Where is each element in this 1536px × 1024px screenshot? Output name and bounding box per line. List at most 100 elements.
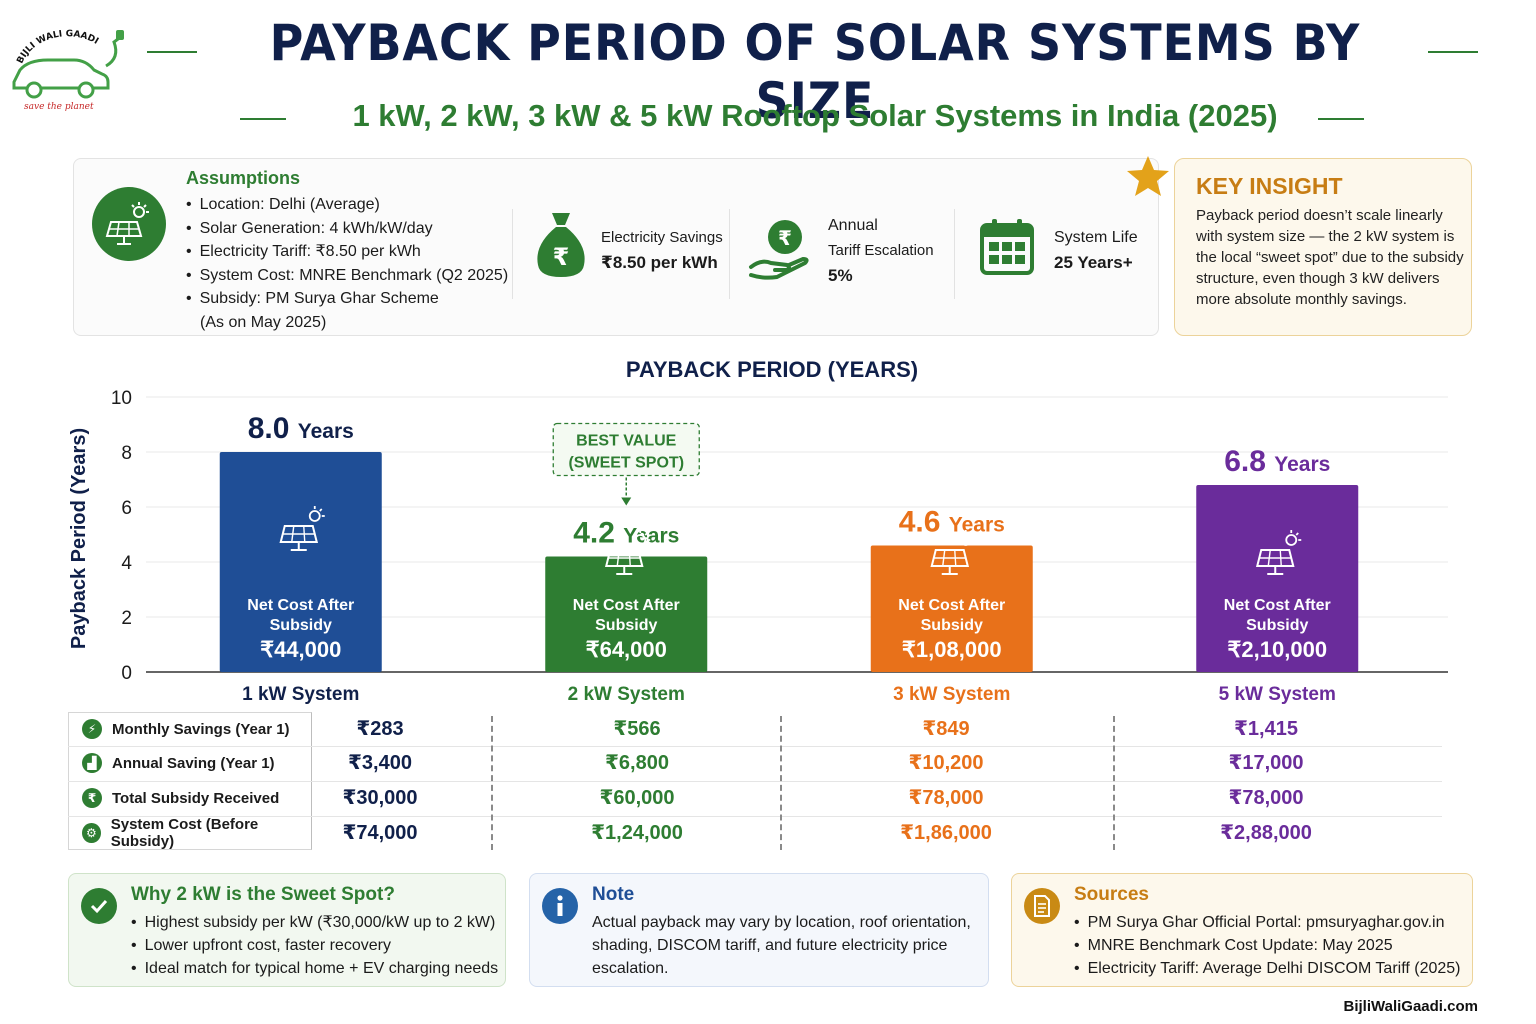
table-cell: ₹1,24,000: [591, 822, 683, 844]
assumptions-title: Assumptions: [186, 168, 301, 188]
stat-label-line2: Tariff Escalation: [828, 242, 934, 259]
website-link[interactable]: BijliWaliGaadi.com: [1343, 998, 1478, 1015]
row-label-text: Total Subsidy Received: [112, 789, 280, 807]
table-cell: ₹6,800: [605, 752, 669, 774]
key-insight-title: KEY INSIGHT: [1196, 173, 1343, 199]
column-divider: [491, 716, 493, 850]
table-cell: ₹30,000: [342, 787, 418, 809]
page-title: PAYBACK PERIOD OF SOLAR SYSTEMS BY SIZE: [269, 14, 1361, 130]
table-cell: ₹78,000: [1228, 787, 1304, 809]
table-cell: ₹566: [613, 718, 661, 740]
table-cell: ₹78,000: [908, 787, 984, 809]
stat-label-line1: Annual: [828, 217, 878, 234]
svg-text:₹: ₹: [553, 243, 570, 271]
table-cell: ₹74,000: [342, 822, 418, 844]
divider: [954, 209, 955, 299]
assumption-item: Location: Delhi (Average): [186, 193, 508, 217]
note-panel: Note Actual payback may vary by location…: [529, 873, 989, 987]
bar-inner-label: Net Cost After: [898, 597, 1005, 614]
info-icon: [542, 888, 578, 924]
net-cost-label: ₹44,000: [260, 637, 341, 662]
callout-text: BEST VALUE: [576, 433, 676, 450]
star-icon: [1127, 156, 1169, 196]
solar-panel-icon: [279, 506, 325, 551]
stat-tariff-escalation: Annual Tariff Escalation 5%: [828, 213, 934, 289]
data-label: 8.0 Years: [248, 412, 354, 445]
solar-panel-icon: [604, 530, 651, 575]
row-divider: [68, 781, 1442, 782]
net-cost-label: ₹64,000: [586, 637, 667, 662]
title-rule-right: [1428, 51, 1478, 53]
bar-inner-label: Subsidy: [921, 617, 983, 634]
table-cell: ₹2,88,000: [1220, 822, 1312, 844]
subtitle-rule-left: [240, 118, 286, 120]
y-tick-label: 8: [121, 443, 132, 464]
x-tick-label: 5 kW System: [1219, 684, 1336, 705]
data-label: 6.8 Years: [1224, 445, 1330, 478]
gear-icon: ⚙: [82, 823, 101, 843]
sweet-spot-title: Why 2 kW is the Sweet Spot?: [131, 884, 395, 905]
table-row-label: ▟ Annual Saving (Year 1): [68, 746, 312, 780]
money-bag-icon: ₹: [537, 213, 585, 277]
assumption-item-continuation: (As on May 2025): [200, 313, 327, 331]
check-icon: [81, 888, 117, 924]
assumptions-list: Location: Delhi (Average) Solar Generati…: [186, 193, 509, 334]
bar-growth-icon: ▟: [82, 753, 102, 773]
bar: [1196, 485, 1359, 672]
note-text: Actual payback may vary by location, roo…: [592, 914, 971, 977]
table-cell: ₹60,000: [599, 787, 675, 809]
divider: [729, 209, 730, 299]
rupee-hand-icon: ₹: [749, 220, 809, 280]
x-tick-label: 2 kW System: [568, 684, 685, 705]
callout-arrowhead: [621, 497, 632, 506]
solar-panel-icon: [92, 187, 166, 261]
bar-inner-label: Net Cost After: [573, 597, 680, 614]
y-tick-label: 2: [121, 608, 132, 629]
key-insight-panel: KEY INSIGHT Payback period doesn’t scale…: [1174, 158, 1472, 336]
bar: [219, 452, 382, 672]
stat-value: 5%: [828, 266, 853, 285]
svg-text:₹: ₹: [778, 226, 792, 250]
divider: [512, 209, 513, 299]
bar-inner-label: Subsidy: [270, 617, 332, 634]
best-value-callout: [552, 422, 700, 477]
bar: [545, 556, 708, 672]
sweet-spot-item: Ideal match for typical home + EV chargi…: [131, 957, 499, 980]
net-cost-label: ₹2,10,000: [1227, 637, 1327, 662]
y-axis-label: Payback Period (Years): [68, 428, 90, 649]
assumption-item: Solar Generation: 4 kWh/kW/day: [186, 217, 508, 241]
callout-text: (SWEET SPOT): [568, 455, 684, 472]
table-cell: ₹283: [356, 718, 404, 740]
bar-inner-label: Net Cost After: [247, 597, 354, 614]
sweet-spot-list: Highest subsidy per kW (₹30,000/kW up to…: [131, 911, 499, 980]
bar-inner-label: Subsidy: [595, 617, 657, 634]
bar: [870, 545, 1033, 672]
x-tick-label: 1 kW System: [242, 684, 359, 705]
y-tick-label: 10: [111, 388, 132, 409]
stat-value: 25 Years+: [1054, 253, 1133, 272]
table-row-label: ⚙ System Cost (Before Subsidy): [68, 816, 312, 850]
logo-tagline: save the planet: [24, 102, 94, 112]
stat-label: Electricity Savings: [601, 229, 723, 246]
note-title: Note: [592, 884, 635, 905]
sweet-spot-item: Lower upfront cost, faster recovery: [131, 934, 498, 957]
subtitle-rule-right: [1318, 118, 1364, 120]
source-item: MNRE Benchmark Cost Update: May 2025: [1074, 934, 1461, 957]
calendar-icon: [980, 219, 1034, 275]
stat-label: System Life: [1054, 229, 1138, 246]
chart-title: PAYBACK PERIOD (YEARS): [626, 357, 918, 382]
data-label: 4.6 Years: [899, 506, 1005, 539]
table-row-label: ₹ Total Subsidy Received: [68, 781, 312, 815]
table-cell: ₹849: [922, 718, 970, 740]
row-label-text: System Cost (Before Subsidy): [110, 816, 259, 850]
y-tick-label: 0: [121, 663, 132, 684]
y-tick-label: 4: [121, 553, 132, 574]
assumption-item: Electricity Tariff: ₹8.50 per kWh: [186, 240, 508, 264]
stat-value: ₹8.50 per kWh: [601, 253, 718, 272]
solar-panel-icon: [1255, 530, 1302, 575]
net-cost-label: ₹1,08,000: [902, 637, 1002, 662]
rupee-icon: ₹: [82, 788, 102, 808]
table-cell: ₹3,400: [348, 752, 412, 774]
document-icon: [1024, 888, 1060, 924]
assumption-item: Subsidy: PM Surya Ghar Scheme: [186, 287, 508, 311]
